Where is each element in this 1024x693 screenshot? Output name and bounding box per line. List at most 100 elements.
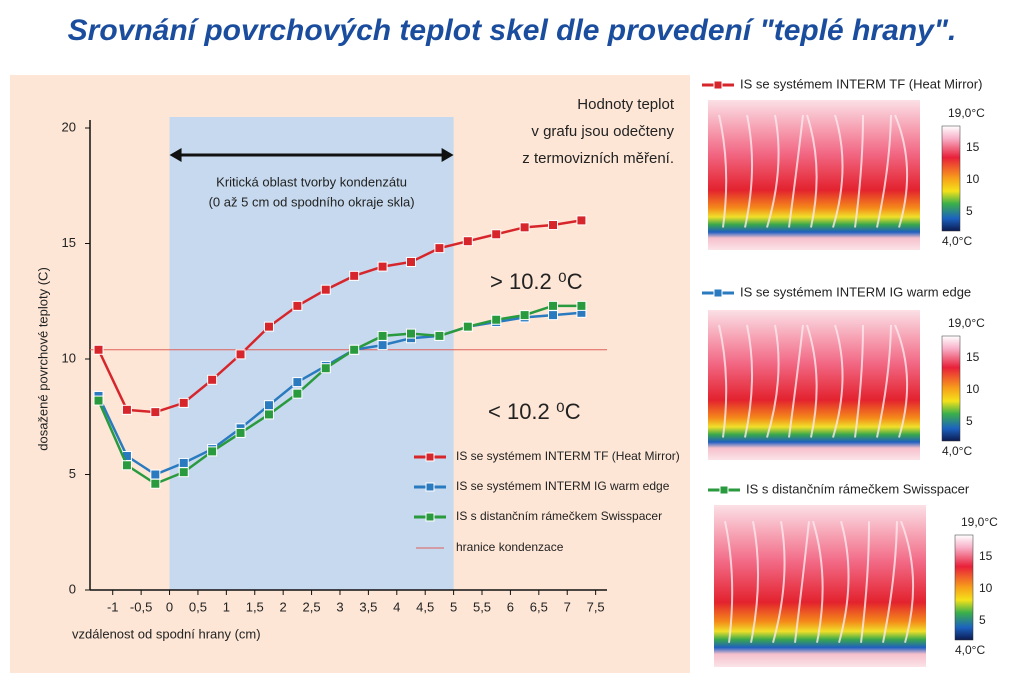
marker [93,344,104,355]
marker [548,300,559,311]
y-tick-label: 0 [69,581,76,596]
legend-label: IS se systémem INTERM TF (Heat Mirror) [456,449,680,463]
colorbar-tick: 5 [966,204,973,218]
x-tick-label: -1 [107,599,119,614]
thermal-streak [894,114,909,228]
marker [434,243,445,254]
thermal-streak [744,114,754,228]
x-tick-label: 3 [336,599,343,614]
colorbar-tick: 15 [966,350,980,364]
marker [292,388,303,399]
thermal-streak [788,324,804,438]
panel-legend-marker [713,288,723,298]
legend-label: hranice kondenzace [456,540,564,554]
thermal-streak [766,324,780,438]
thermal-streak [876,324,892,438]
below-label: < 10.2 ⁰C [488,399,581,424]
thermal-streak [832,114,844,228]
marker [150,478,161,489]
thermal-streak [766,114,780,228]
marker [178,467,189,478]
thermal-streak [724,520,734,643]
region-label: (0 až 5 cm od spodního okraje skla) [209,194,415,209]
colorbar-max: 19,0°C [961,515,998,529]
thermal-streak [854,114,864,228]
marker [263,321,274,332]
marker [150,407,161,418]
marker [405,256,416,267]
x-tick-label: 7 [564,599,571,614]
thermal-image [708,100,920,250]
y-tick-label: 10 [62,350,76,365]
marker [292,377,303,388]
marker [150,469,161,480]
thermal-panels: IS se systémem INTERM TF (Heat Mirror) 19… [702,76,998,667]
marker [93,395,104,406]
x-tick-label: 3,5 [359,599,377,614]
marker [320,363,331,374]
marker [462,321,473,332]
thermal-streak [900,520,915,643]
legend-marker [425,482,435,492]
note: v grafu jsou odečteny [531,123,674,140]
legend-marker [425,512,435,522]
colorbar-tick: 15 [979,549,993,563]
marker [576,215,587,226]
marker [377,330,388,341]
thermal-streak [876,114,892,228]
marker [519,222,530,233]
thermal-streak [860,521,870,643]
legend-marker [425,452,435,462]
colorbar [954,534,974,641]
marker [491,314,502,325]
thermal-image [714,505,926,667]
marker [434,330,445,341]
x-tick-label: 5,5 [473,599,491,614]
marker [405,328,416,339]
note: z termovizních měření. [522,150,674,167]
legend-label: IS s distančním rámečkem Swisspacer [456,509,662,523]
x-tick-label: 0 [166,599,173,614]
y-tick-label: 20 [62,119,76,134]
marker [491,229,502,240]
page-title: Srovnání povrchových teplot skel dle pro… [68,14,957,47]
thermal-streak [750,521,759,643]
marker [349,270,360,281]
panel-legend-marker [713,80,723,90]
above-label: > 10.2 ⁰C [490,269,583,294]
thermal-streak [882,521,898,643]
x-tick-label: 2 [280,599,287,614]
colorbar-min: 4,0°C [955,643,985,657]
x-tick-label: 0,5 [189,599,207,614]
marker [121,460,132,471]
x-tick-label: 4 [393,599,400,614]
colorbar-tick: 10 [966,172,980,186]
colorbar-tick: 10 [966,382,980,396]
y-tick-label: 15 [62,235,76,250]
marker [263,400,274,411]
thermal-streak [718,114,728,228]
marker [377,340,388,351]
x-tick-label: -0,5 [130,599,152,614]
panel-legend-marker [719,485,729,495]
marker [462,236,473,247]
marker [178,397,189,408]
colorbar-tick: 5 [966,414,973,428]
marker [207,374,218,385]
x-tick-label: 1 [223,599,230,614]
colorbar [941,335,961,442]
colorbar-tick: 5 [979,613,986,627]
thermal-streak [806,114,818,228]
x-tick-label: 2,5 [303,599,321,614]
x-tick-label: 4,5 [416,599,434,614]
x-tick-label: 7,5 [587,599,605,614]
marker [235,349,246,360]
marker [235,427,246,438]
colorbar-max: 19,0°C [948,106,985,120]
marker [292,300,303,311]
thermal-streak [812,520,824,643]
marker [121,404,132,415]
thermal-streak [718,324,728,438]
thermal-streak [794,521,810,643]
marker [519,310,530,321]
